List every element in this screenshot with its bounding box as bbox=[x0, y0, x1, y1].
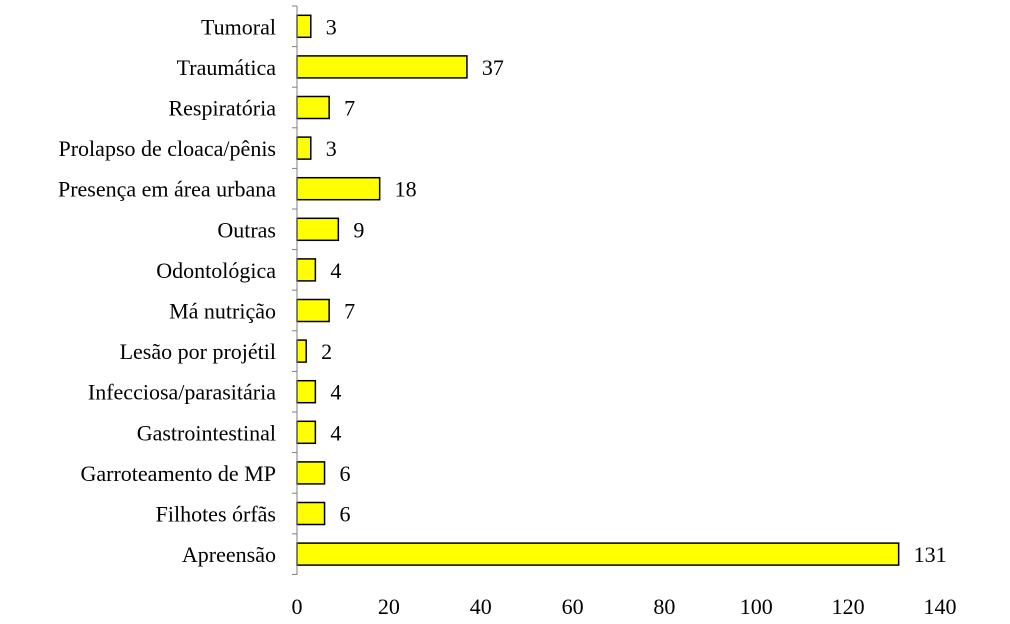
axis-group: 0 20 40 60 80 100 120 140 bbox=[292, 5, 957, 619]
bar-apreensao bbox=[296, 542, 900, 566]
x-tick-label: 60 bbox=[562, 594, 584, 619]
bar-prolapso-de-cloaca-penis bbox=[296, 136, 312, 160]
x-tick-label: 20 bbox=[378, 594, 400, 619]
bar-ma-nutricao bbox=[296, 298, 330, 323]
x-tick-label: 100 bbox=[740, 594, 773, 619]
bars-group bbox=[296, 14, 900, 566]
value-label: 37 bbox=[482, 55, 504, 80]
value-label: 2 bbox=[321, 339, 332, 364]
bar-outras bbox=[296, 217, 340, 242]
category-label: Gastrointestinal bbox=[137, 420, 276, 445]
bar-filhotes-orfas bbox=[296, 501, 326, 526]
category-label: Apreensão bbox=[182, 542, 276, 567]
category-label: Filhotes órfãs bbox=[156, 502, 276, 527]
x-tick-label: 40 bbox=[470, 594, 492, 619]
bar-infecciosa-parasitaria bbox=[296, 379, 317, 404]
value-label: 4 bbox=[330, 420, 341, 445]
bar-tumoral bbox=[296, 14, 312, 39]
value-label: 3 bbox=[326, 136, 337, 161]
category-label: Má nutrição bbox=[169, 299, 276, 324]
category-label: Tumoral bbox=[201, 14, 276, 39]
bar-presenca-em-area-urbana bbox=[296, 176, 381, 201]
bar-garroteamento-de-mp bbox=[296, 461, 326, 485]
value-label: 7 bbox=[344, 299, 355, 324]
value-label: 7 bbox=[344, 96, 355, 121]
bar-lesao-por-projetil bbox=[296, 339, 307, 363]
category-label: Infecciosa/parasitária bbox=[88, 380, 276, 405]
bar-respiratoria bbox=[296, 95, 330, 120]
bar-traumatica bbox=[296, 55, 468, 79]
category-label: Lesão por projétil bbox=[120, 339, 276, 364]
category-label: Presença em área urbana bbox=[58, 177, 276, 202]
bar-gastrointestinal bbox=[296, 420, 317, 445]
x-tick-label: 140 bbox=[924, 594, 957, 619]
value-label: 18 bbox=[395, 177, 417, 202]
value-label: 3 bbox=[326, 14, 337, 39]
value-label: 9 bbox=[353, 217, 364, 242]
category-label: Prolapso de cloaca/pênis bbox=[59, 136, 277, 161]
x-tick-label: 0 bbox=[292, 594, 303, 619]
value-label: 4 bbox=[330, 258, 341, 283]
category-label: Outras bbox=[217, 217, 276, 242]
category-label: Garroteamento de MP bbox=[81, 461, 277, 486]
value-label: 4 bbox=[330, 380, 341, 405]
category-label: Odontológica bbox=[156, 258, 276, 283]
value-label: 131 bbox=[914, 542, 947, 567]
bar-odontologica bbox=[296, 258, 317, 282]
category-label: Traumática bbox=[177, 55, 277, 80]
x-tick-label: 120 bbox=[832, 594, 865, 619]
category-labels-group: Tumoral Traumática Respiratória Prolapso de… bbox=[58, 14, 276, 567]
value-label: 6 bbox=[340, 502, 351, 527]
value-label: 6 bbox=[340, 461, 351, 486]
category-label: Respiratória bbox=[168, 96, 276, 121]
x-tick-label: 80 bbox=[653, 594, 675, 619]
